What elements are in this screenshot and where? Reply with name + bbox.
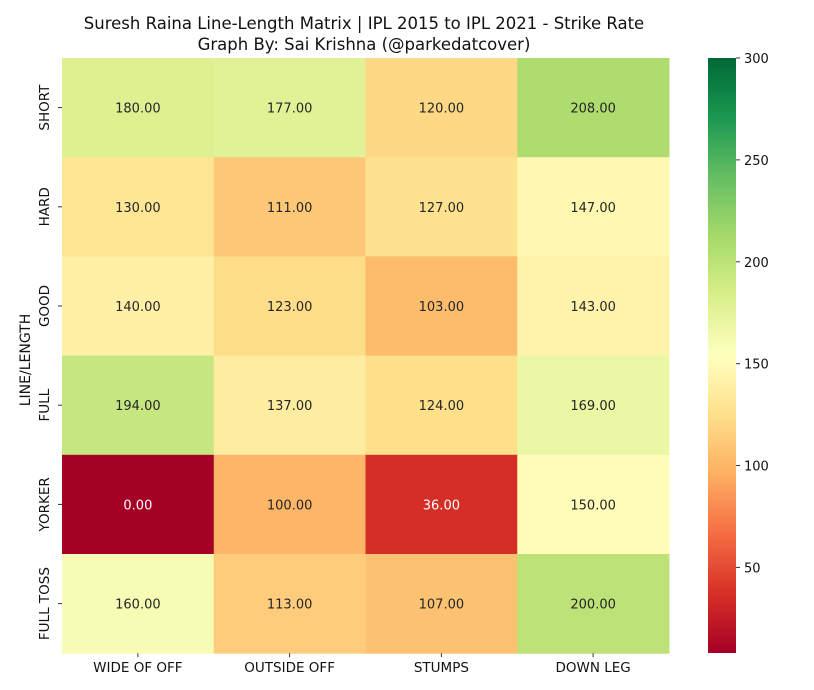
x-axis-ticks: WIDE OF OFF OUTSIDE OFF STUMPS DOWN LEG xyxy=(93,653,631,676)
heatmap-cells xyxy=(62,58,670,654)
cell-value-label: 120.00 xyxy=(419,102,465,117)
cell-value-label: 130.00 xyxy=(115,201,161,216)
cell-value-label: 111.00 xyxy=(267,201,313,216)
y-tick-label: FULL xyxy=(37,388,53,421)
cell-value-label: 36.00 xyxy=(423,498,460,513)
y-tick-label: HARD xyxy=(37,187,53,226)
cell-value-label: 194.00 xyxy=(115,399,161,414)
heatmap-cell xyxy=(365,554,518,654)
x-tick-label: STUMPS xyxy=(414,660,469,676)
chart-title: Suresh Raina Line-Length Matrix | IPL 20… xyxy=(84,14,644,33)
heatmap-cell xyxy=(517,454,670,555)
cell-value-label: 103.00 xyxy=(419,300,465,315)
cell-value-label: 0.00 xyxy=(123,498,152,513)
cell-value-label: 208.00 xyxy=(570,102,616,117)
heatmap-cell xyxy=(62,157,215,257)
colorbar-tick-label: 200 xyxy=(744,256,769,271)
cell-value-label: 160.00 xyxy=(115,598,161,613)
heatmap-cell xyxy=(213,157,366,257)
cell-value-label: 180.00 xyxy=(115,102,161,117)
heatmap-cell xyxy=(213,554,366,654)
cell-value-label: 150.00 xyxy=(570,498,616,513)
cell-value-label: 123.00 xyxy=(267,300,313,315)
x-tick-label: DOWN LEG xyxy=(555,660,630,676)
heatmap-cell xyxy=(62,355,215,456)
heatmap-cell xyxy=(213,256,366,357)
y-tick-label: SHORT xyxy=(37,84,53,131)
cell-value-label: 143.00 xyxy=(570,300,616,315)
heatmap-cell xyxy=(517,355,670,456)
heatmap-cell xyxy=(62,256,215,357)
cell-value-label: 137.00 xyxy=(267,399,313,414)
heatmap-cell xyxy=(213,454,366,555)
heatmap-cell xyxy=(213,355,366,456)
cell-value-label: 140.00 xyxy=(115,300,161,315)
heatmap-cell xyxy=(62,554,215,654)
heatmap-cell xyxy=(213,58,366,158)
heatmap-cell xyxy=(365,256,518,357)
heatmap-cell xyxy=(517,256,670,357)
y-axis-ticks: SHORT HARD GOOD FULL YORKER FULL TOSS xyxy=(37,84,62,640)
colorbar-gradient xyxy=(708,58,736,653)
y-tick-label: YORKER xyxy=(37,477,53,532)
chart-subtitle: Graph By: Sai Krishna (@parkedatcover) xyxy=(198,35,531,54)
cell-value-label: 113.00 xyxy=(267,598,313,613)
cell-value-label: 177.00 xyxy=(267,102,313,117)
heatmap-cell xyxy=(365,157,518,257)
cell-value-label: 200.00 xyxy=(570,598,616,613)
colorbar-tick-label: 50 xyxy=(744,561,761,576)
x-tick-label: WIDE OF OFF xyxy=(93,660,182,676)
colorbar-tick-label: 100 xyxy=(744,460,769,475)
cell-value-label: 169.00 xyxy=(570,399,616,414)
colorbar-tick-label: 150 xyxy=(744,358,769,373)
heatmap-cell xyxy=(62,58,215,158)
heatmap-cell xyxy=(517,58,670,158)
y-tick-label: GOOD xyxy=(37,285,53,327)
cell-value-label: 100.00 xyxy=(267,498,313,513)
y-tick-label: FULL TOSS xyxy=(37,567,53,640)
heatmap-cell xyxy=(517,554,670,654)
heatmap-cell xyxy=(517,157,670,257)
cell-value-label: 147.00 xyxy=(570,201,616,216)
colorbar-tick-label: 300 xyxy=(744,52,769,67)
x-tick-label: OUTSIDE OFF xyxy=(244,660,335,676)
cell-value-label: 127.00 xyxy=(419,201,465,216)
heatmap-cell xyxy=(365,58,518,158)
y-axis-label: LINE/LENGTH xyxy=(18,314,34,407)
heatmap-cell xyxy=(365,355,518,456)
colorbar-tick-label: 250 xyxy=(744,154,769,169)
cell-value-labels: 180.00 177.00 120.00 208.00 130.00 111.00 127.… xyxy=(115,102,616,613)
heatmap-cell xyxy=(365,454,518,555)
cell-value-label: 107.00 xyxy=(419,598,465,613)
colorbar: 300 250 200 150 100 50 xyxy=(708,52,769,653)
heatmap-cell xyxy=(62,454,215,555)
cell-value-label: 124.00 xyxy=(419,399,465,414)
